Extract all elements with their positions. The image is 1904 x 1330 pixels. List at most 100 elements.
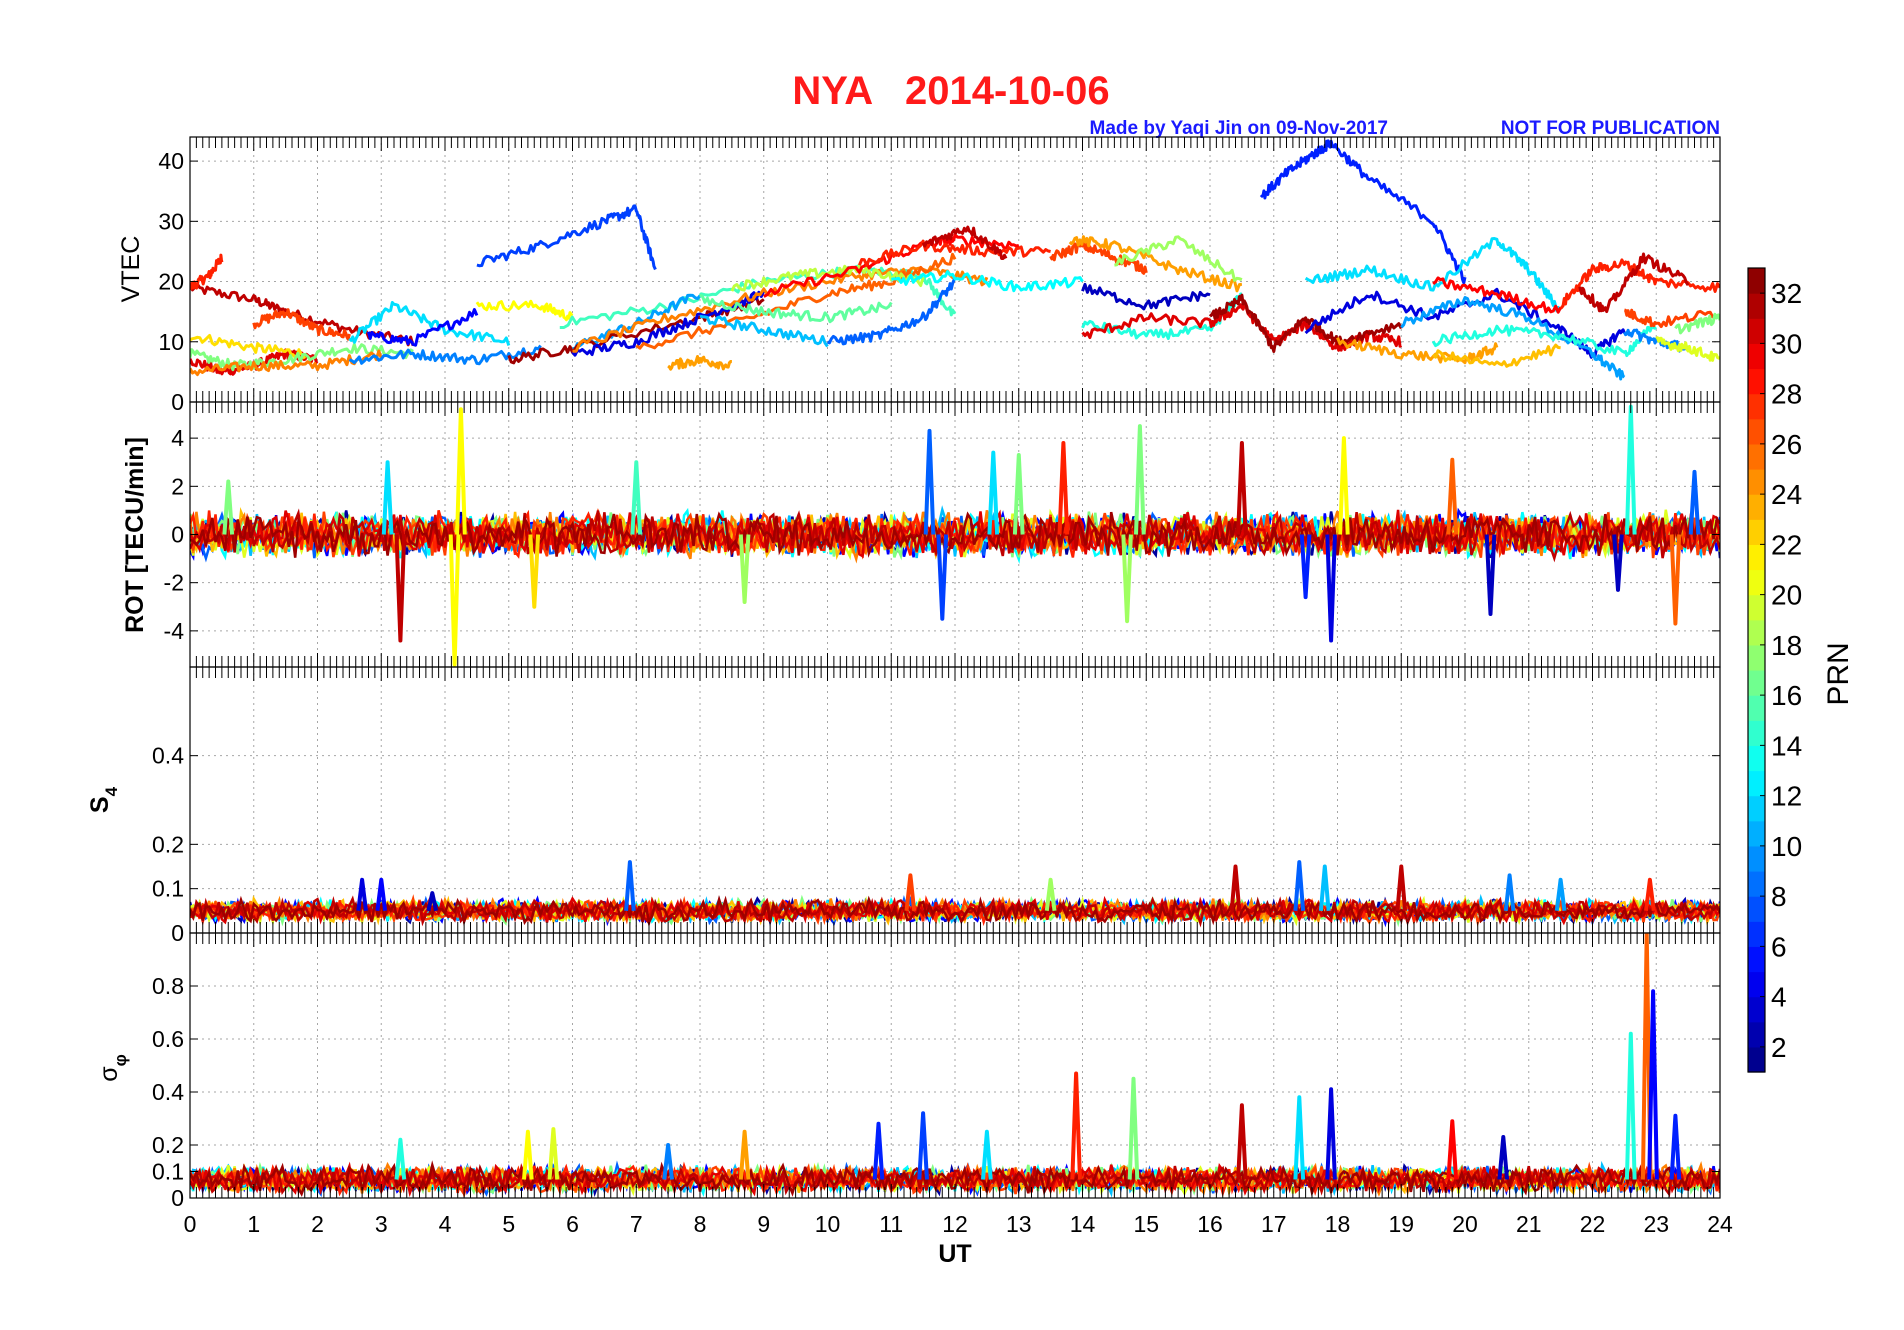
x-tick-label: 17 bbox=[1261, 1211, 1287, 1237]
colorbar-segment bbox=[1748, 619, 1765, 646]
sigma-phi-panel: 00.10.2 0.4 0.6 0.8 bbox=[152, 932, 1721, 1211]
vtec-ytick-label: 40 bbox=[158, 148, 184, 174]
rot-spike bbox=[1299, 534, 1312, 600]
colorbar-segment bbox=[1748, 845, 1765, 872]
colorbar-tick-label: 12 bbox=[1771, 781, 1802, 812]
x-tick-label: 3 bbox=[375, 1211, 388, 1237]
sigphi-spike bbox=[662, 1143, 674, 1180]
vtec-trace-prn-20 bbox=[1655, 336, 1720, 362]
rot-spike bbox=[1669, 534, 1682, 626]
vtec-trace-prn-17 bbox=[1674, 312, 1720, 335]
colorbar-segment bbox=[1748, 544, 1765, 571]
vtec-trace-prn-3 bbox=[1081, 282, 1211, 311]
rot-spike bbox=[1338, 436, 1350, 535]
colorbar-tick-label: 16 bbox=[1771, 680, 1802, 711]
s4-ytick-label: 0.4 bbox=[152, 743, 184, 769]
s4-spike bbox=[375, 877, 388, 912]
vtec-data bbox=[190, 139, 1720, 381]
rot-data bbox=[190, 404, 1720, 667]
sigma-phi-ylabel: σφ bbox=[95, 1054, 130, 1082]
colorbar-tick-label: 24 bbox=[1771, 479, 1802, 510]
vtec-trace-prn-29 bbox=[1432, 276, 1562, 314]
rot-spike bbox=[1446, 457, 1459, 535]
colorbar-segment bbox=[1748, 670, 1765, 696]
vtec-trace-prn-25 bbox=[572, 265, 989, 353]
sigphi-spike bbox=[1070, 1071, 1082, 1180]
x-tick-label: 24 bbox=[1707, 1211, 1733, 1237]
rot-trace-prn-32 bbox=[190, 511, 1720, 558]
rot-spike bbox=[987, 450, 1000, 535]
vtec-trace-prn-11 bbox=[699, 314, 829, 348]
rot-ytick-label: -4 bbox=[164, 618, 185, 644]
sigphi-ytick-label: 0.8 bbox=[152, 973, 184, 999]
colorbar-segment bbox=[1748, 318, 1765, 344]
colorbar-segment bbox=[1748, 745, 1765, 772]
x-axis-label: UT bbox=[938, 1240, 971, 1268]
x-tick-label: 11 bbox=[879, 1211, 903, 1237]
sigphi-data bbox=[190, 933, 1720, 1198]
colorbar-segment bbox=[1748, 443, 1765, 470]
vtec-trace-prn-6 bbox=[1259, 139, 1467, 285]
rot-spike bbox=[1134, 424, 1146, 535]
s4-spike bbox=[1293, 860, 1306, 911]
rot-spike bbox=[1057, 441, 1070, 535]
colorbar-segment bbox=[1748, 418, 1765, 445]
colorbar-tick-label: 22 bbox=[1771, 529, 1802, 560]
x-tick-label: 1 bbox=[247, 1211, 260, 1237]
sigphi-spike bbox=[547, 1127, 560, 1180]
sigphi-spike bbox=[1669, 1113, 1682, 1180]
sigphi-spike bbox=[394, 1137, 407, 1180]
colorbar-segment bbox=[1748, 996, 1765, 1023]
colorbar-segment bbox=[1748, 519, 1765, 545]
vtec-trace-prn-28 bbox=[190, 253, 224, 291]
s4-spike bbox=[1395, 864, 1408, 911]
rot-spike bbox=[1688, 469, 1701, 535]
rot-ytick-label: 2 bbox=[171, 473, 184, 499]
vtec-trace-prn-12 bbox=[348, 301, 511, 346]
colorbar-segment bbox=[1748, 795, 1765, 822]
rot-spike bbox=[1121, 534, 1133, 624]
rot-spike bbox=[738, 534, 751, 604]
vtec-trace-prn-9 bbox=[348, 344, 542, 366]
s4-spike bbox=[426, 891, 439, 912]
sigphi-ytick-label: 0 bbox=[171, 1185, 184, 1211]
x-tick-label: 10 bbox=[815, 1211, 841, 1237]
colorbar-segment bbox=[1748, 695, 1765, 721]
colorbar-segment bbox=[1748, 971, 1765, 998]
colorbar-segment bbox=[1748, 644, 1765, 671]
colorbar-segment bbox=[1748, 268, 1765, 294]
x-tick-label: 6 bbox=[566, 1211, 579, 1237]
rot-ytick-label: 4 bbox=[171, 425, 184, 451]
rot-spike bbox=[222, 479, 235, 535]
vtec-ytick-label: 20 bbox=[158, 269, 184, 295]
rot-spike bbox=[381, 460, 394, 535]
x-tick-label: 9 bbox=[757, 1211, 770, 1237]
rot-spike bbox=[1325, 534, 1337, 643]
vtec-trace-prn-5 bbox=[367, 308, 479, 347]
vtec-trace-prn-22 bbox=[190, 334, 307, 360]
sigphi-spike bbox=[522, 1129, 534, 1180]
vtec-panel: 0 10 20 30 40 bbox=[158, 136, 1721, 415]
colorbar-tick-label: 4 bbox=[1771, 982, 1787, 1013]
colorbar-tick-label: 14 bbox=[1771, 730, 1802, 761]
vtec-ytick-label: 0 bbox=[171, 389, 184, 415]
x-tick-label: 21 bbox=[1516, 1211, 1542, 1237]
x-tick-label: 15 bbox=[1133, 1211, 1159, 1237]
rot-ytick-label: -2 bbox=[164, 570, 184, 596]
vtec-ytick-label: 10 bbox=[158, 329, 184, 355]
x-tick-label: 4 bbox=[439, 1211, 452, 1237]
colorbar-segment bbox=[1748, 820, 1765, 847]
colorbar-tick-label: 20 bbox=[1771, 580, 1802, 611]
rot-spike bbox=[1612, 534, 1624, 592]
colorbar-segment bbox=[1748, 469, 1765, 495]
colorbar-segment bbox=[1748, 343, 1765, 370]
vtec-trace-prn-23 bbox=[1431, 343, 1561, 368]
s4-ytick-label: 0.1 bbox=[152, 876, 184, 902]
sigphi-ytick-label: 0.6 bbox=[152, 1026, 184, 1052]
y-axis-labels: VTEC ROT [TECU/min] S4 σφ bbox=[86, 236, 149, 1082]
colorbar-segment bbox=[1748, 946, 1765, 973]
rot-spike bbox=[1012, 453, 1025, 535]
vtec-trace-prn-7 bbox=[476, 204, 657, 271]
